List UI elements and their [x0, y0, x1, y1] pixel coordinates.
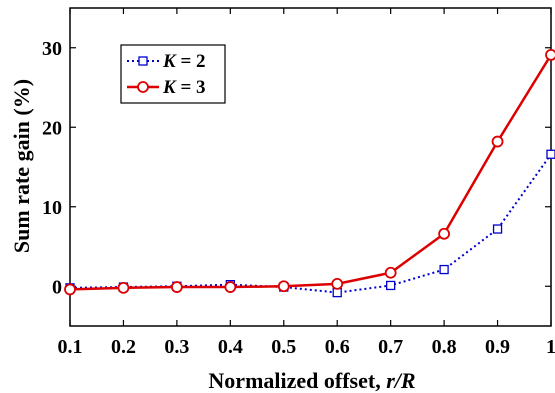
x-tick-label: 0.2	[111, 336, 136, 358]
legend-marker	[137, 81, 149, 93]
data-point	[331, 277, 344, 290]
data-point	[386, 280, 396, 291]
y-tick-label: 30	[42, 38, 62, 60]
legend-label: K = 2	[162, 51, 206, 72]
x-tick-label: 0.9	[485, 336, 510, 358]
data-point	[545, 49, 555, 61]
series-layer	[64, 49, 555, 298]
data-point	[491, 135, 504, 148]
data-point	[277, 280, 290, 293]
data-point	[492, 224, 503, 234]
x-tick-label: 0.8	[432, 336, 457, 358]
y-tick-label: 20	[42, 117, 62, 139]
series-1	[65, 149, 555, 298]
x-axis-label-main: Normalized offset,	[208, 368, 386, 393]
data-point	[117, 281, 130, 294]
x-tick-label: 0.4	[218, 336, 243, 358]
x-tick-label: 0.1	[58, 336, 83, 358]
legend-label-rest: = 3	[176, 77, 206, 98]
series-line	[69, 54, 553, 291]
data-point	[384, 266, 397, 279]
legend: K = 2K = 3	[120, 44, 226, 104]
x-tick-label: 0.3	[164, 336, 189, 358]
x-tick-label: 0.6	[325, 336, 350, 358]
legend-label-rest: = 2	[176, 51, 206, 72]
data-point	[224, 281, 237, 293]
x-tick-label: 0.7	[378, 336, 403, 358]
plot-frame	[69, 7, 552, 327]
legend-label: K = 3	[162, 77, 206, 98]
data-point	[170, 281, 183, 293]
data-point	[64, 283, 76, 296]
y-tick-label: 10	[42, 197, 62, 219]
legend-entry: K = 3	[127, 77, 206, 98]
legend-label-italic: K	[162, 77, 177, 98]
x-axis-label-italic: r/R	[386, 368, 415, 393]
series-2	[64, 49, 555, 296]
legend-label-italic: K	[162, 51, 177, 72]
legend-entry: K = 2	[127, 51, 206, 72]
data-point	[439, 264, 449, 275]
data-point	[332, 287, 342, 298]
data-point	[438, 227, 451, 240]
x-axis-label: Normalized offset, r/R	[208, 368, 415, 393]
data-point	[546, 149, 555, 159]
y-tick-label: 0	[52, 276, 62, 298]
y-axis-label: Sum rate gain (%)	[9, 79, 34, 253]
x-tick-label: 0.5	[271, 336, 296, 358]
legend-box	[120, 44, 226, 104]
x-tick-label: 1	[546, 336, 555, 358]
legend-marker	[138, 56, 148, 66]
